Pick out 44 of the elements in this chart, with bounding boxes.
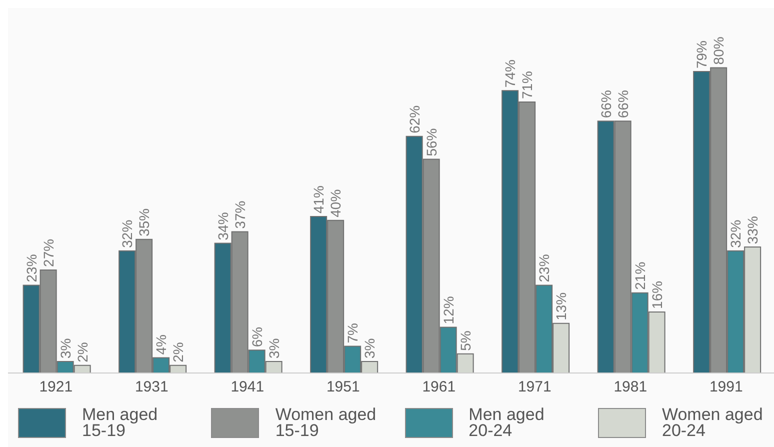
data-label: 5% [457, 330, 474, 351]
data-label: 7% [344, 323, 361, 344]
data-label: 37% [232, 200, 248, 229]
data-label: 3% [362, 338, 378, 359]
data-label: 62% [406, 105, 422, 134]
data-label: 21% [632, 262, 648, 290]
data-label: 6% [248, 326, 265, 348]
data-label: 2% [74, 342, 90, 362]
data-label: 80% [710, 36, 727, 65]
x-tick-label: 1961 [422, 378, 456, 396]
x-tick-label: 1951 [326, 378, 360, 396]
data-label: 71% [519, 71, 536, 100]
x-tick-label: 1931 [134, 378, 168, 396]
data-label: 35% [136, 208, 152, 236]
data-label: 33% [744, 216, 761, 244]
legend-label: Women aged 15-19 [275, 405, 376, 440]
data-label: 3% [266, 338, 282, 359]
x-tick-label: 1971 [518, 378, 552, 396]
data-label: 2% [170, 342, 186, 362]
data-label: 16% [648, 280, 665, 309]
legend-label: Men aged 15-19 [82, 405, 158, 440]
x-tick-label: 1921 [39, 378, 73, 396]
data-label: 27% [40, 238, 56, 267]
x-tick-label: 1941 [230, 378, 264, 396]
data-label: 32% [728, 220, 744, 248]
data-label: 56% [423, 128, 440, 156]
x-tick-label: 1981 [614, 378, 648, 396]
data-label: 79% [694, 40, 710, 69]
data-label: 12% [440, 296, 456, 324]
data-label: 32% [119, 220, 136, 248]
legend-label: Women aged 20-24 [662, 405, 763, 440]
data-label: 4% [153, 334, 170, 355]
data-label: 23% [23, 254, 40, 282]
data-label: 66% [614, 90, 631, 118]
data-label: 34% [214, 212, 231, 240]
data-label: 74% [502, 60, 518, 88]
data-label: 13% [553, 292, 570, 320]
data-label: 23% [536, 254, 552, 282]
legend-label: Men aged 20-24 [468, 405, 544, 440]
x-tick-label: 1991 [709, 378, 743, 396]
data-label: 66% [598, 90, 614, 118]
data-label: 41% [310, 186, 327, 214]
data-label: 40% [328, 189, 344, 218]
data-label: 3% [57, 338, 74, 359]
